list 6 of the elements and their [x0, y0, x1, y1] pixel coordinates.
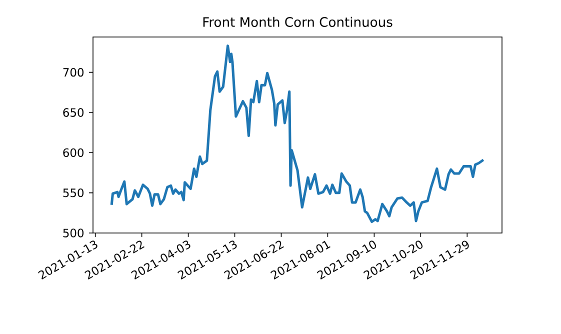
y-tick-label: 700 [63, 68, 84, 77]
y-tick-label: 650 [63, 108, 84, 117]
y-tick-label: 600 [63, 148, 84, 157]
chart-title: Front Month Corn Continuous [203, 16, 392, 27]
y-tick-label: 550 [63, 188, 84, 198]
y-tick-label: 500 [63, 228, 84, 238]
